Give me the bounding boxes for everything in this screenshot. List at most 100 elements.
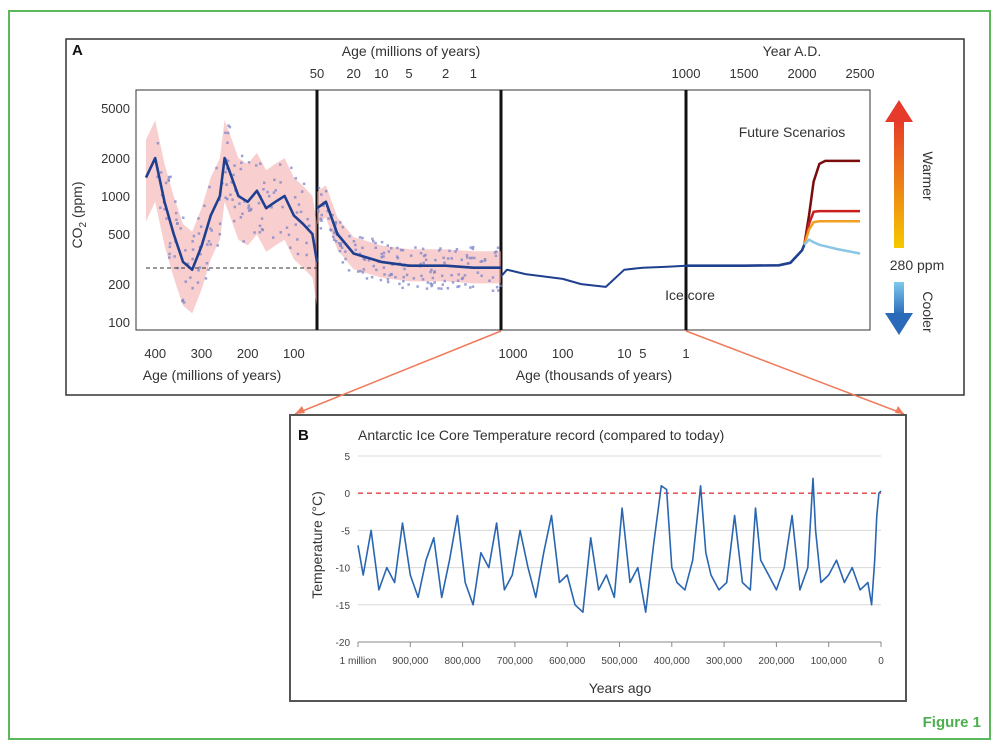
proxy-point: [258, 231, 262, 234]
proxy-point: [226, 159, 230, 163]
proxy-point: [176, 222, 179, 225]
proxy-point: [416, 285, 419, 288]
panel-b-xtick-1: 900,000: [392, 656, 429, 667]
proxy-point: [231, 198, 234, 201]
proxy-point: [372, 240, 375, 243]
temperature-series: [357, 477, 882, 613]
proxy-point: [491, 276, 495, 279]
panel-b-xtick-6: 400,000: [654, 656, 691, 667]
proxy-point: [430, 284, 433, 288]
proxy-point: [460, 258, 463, 261]
panel-a-toptick-left-2: 10: [374, 66, 388, 81]
proxy-point: [294, 223, 297, 226]
panel-a-toptick-left-0: 50: [310, 66, 324, 81]
panel-a-toptick-left-5: 1: [470, 66, 477, 81]
proxy-point: [184, 249, 187, 252]
future-scenario-line-3: [803, 238, 861, 255]
panel-b-y-ticks: 5 0 -5 -10 -15 -20: [336, 452, 351, 649]
proxy-point: [354, 243, 357, 247]
proxy-point: [471, 247, 475, 251]
proxy-point: [371, 237, 374, 241]
proxy-point: [334, 221, 338, 224]
proxy-point: [197, 232, 201, 235]
annotation-cooler: Cooler: [920, 291, 936, 333]
proxy-point: [341, 225, 345, 229]
proxy-point: [420, 274, 423, 278]
panel-a-ylabel: CO2 (ppm): [69, 181, 89, 248]
proxy-point: [442, 256, 445, 260]
proxy-point: [339, 242, 343, 245]
proxy-point: [302, 182, 306, 186]
proxy-point: [241, 212, 244, 216]
panel-a-border: [65, 38, 965, 396]
cooler-arrow-shaft: [894, 282, 904, 315]
proxy-point: [199, 225, 203, 228]
proxy-point: [382, 255, 385, 258]
proxy-point: [290, 166, 293, 170]
proxy-point: [320, 219, 323, 222]
co2-line-2: [500, 264, 687, 288]
proxy-point: [226, 197, 229, 201]
proxy-point: [274, 189, 277, 192]
proxy-point: [279, 231, 282, 234]
proxy-point: [483, 258, 487, 261]
panel-a-toptick-left-1: 20: [346, 66, 360, 81]
proxy-point: [247, 206, 250, 210]
proxy-point: [218, 233, 222, 236]
panel-b-xtick-8: 200,000: [758, 656, 795, 667]
proxy-point: [228, 125, 232, 129]
panel-a-bottick-right-3: 5: [639, 346, 646, 361]
proxy-point: [331, 213, 334, 217]
proxy-point: [165, 217, 168, 220]
proxy-point: [337, 242, 341, 245]
proxy-point: [402, 275, 405, 279]
proxy-point: [207, 240, 211, 243]
proxy-point: [359, 269, 362, 273]
proxy-point: [327, 217, 330, 220]
proxy-point: [340, 246, 344, 249]
future-scenario-line-0: [803, 159, 860, 245]
top-axis-left-label: Age (millions of years): [342, 43, 481, 59]
proxy-point: [208, 185, 211, 189]
proxy-point: [493, 251, 497, 254]
proxy-point: [210, 229, 213, 232]
proxy-point: [422, 261, 425, 265]
proxy-point: [174, 200, 177, 203]
proxy-point: [216, 244, 219, 247]
proxy-point: [431, 276, 435, 280]
proxy-point: [430, 268, 433, 272]
proxy-point: [451, 281, 455, 284]
annotation-280-ppm: 280 ppm: [890, 257, 944, 273]
panel-a-ytick-3: 1000: [101, 189, 130, 204]
proxy-point: [305, 241, 308, 245]
proxy-point: [333, 230, 336, 233]
proxy-point: [344, 250, 347, 253]
panel-b-border: [289, 414, 907, 702]
proxy-point: [362, 268, 366, 271]
proxy-point: [233, 164, 236, 167]
uncertainty-deep-time: [146, 120, 317, 314]
co2-line-3: [686, 244, 806, 267]
proxy-point: [257, 201, 261, 205]
proxy-point: [388, 274, 391, 277]
annotation-warmer: Warmer: [920, 151, 936, 201]
panel-b-gridlines: [358, 455, 881, 643]
proxy-point: [433, 281, 436, 284]
bottom-axis-left-label: Age (millions of years): [143, 367, 282, 383]
proxy-point: [425, 287, 429, 290]
proxy-point: [197, 217, 200, 220]
panel-a-toptick-right-0: 1000: [672, 66, 701, 81]
panel-a-bottick-left-3: 100: [283, 346, 305, 361]
proxy-point: [457, 285, 461, 288]
proxy-point: [156, 175, 159, 179]
proxy-point: [488, 279, 491, 282]
proxy-point: [317, 186, 321, 190]
panel-a-bottick-right-0: 1000: [499, 346, 528, 361]
proxy-point: [334, 222, 337, 226]
proxy-point: [232, 219, 236, 223]
proxy-point: [441, 283, 444, 286]
proxy-point: [496, 246, 500, 249]
proxy-point: [317, 210, 320, 213]
proxy-point: [354, 248, 357, 252]
proxy-point: [339, 244, 342, 248]
